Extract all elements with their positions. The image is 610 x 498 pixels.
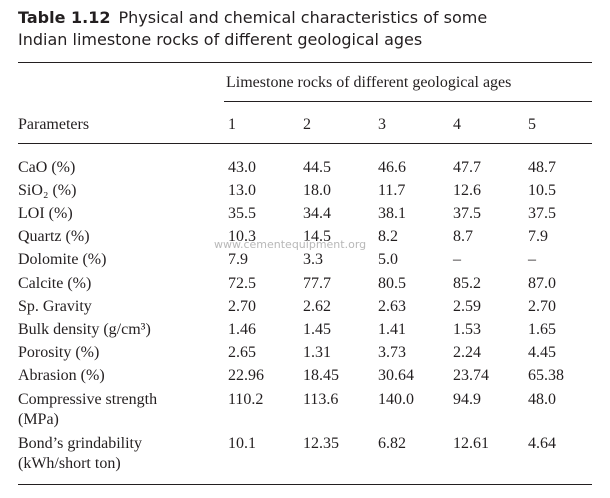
cell-value: 3.73 [378,344,406,361]
cell-value: 3.3 [303,251,323,268]
cell-value: 10.5 [528,182,556,199]
cell-value: 8.2 [378,228,398,245]
cell-value: 5.0 [378,251,398,268]
cell-value: 1.53 [453,321,481,338]
column-header: 2 [303,116,311,133]
cell-value: 12.6 [453,182,481,199]
parameter-name: Bond’s grindability (kWh/short ton) [18,435,142,472]
cell-value: 7.9 [528,228,548,245]
cell-value: 37.5 [453,205,481,222]
spanner-rule [224,101,592,102]
cell-value: 12.61 [453,435,489,452]
cell-value: 113.6 [303,391,339,408]
parameter-name: LOI (%) [18,205,73,222]
parameter-name: Quartz (%) [18,228,90,245]
cell-value: – [528,251,536,268]
column-header: 3 [378,116,386,133]
column-header: 5 [528,116,536,133]
cell-value: 14.5 [303,228,331,245]
cell-value: 18.0 [303,182,331,199]
cell-value: 12.35 [303,435,339,452]
cell-value: 110.2 [228,391,264,408]
cell-value: 65.38 [528,367,564,384]
parameter-name: Compressive strength (MPa) [18,391,158,428]
parameter-header: Parameters [18,116,90,133]
parameter-name: Sp. Gravity [18,298,92,315]
column-header: 4 [453,116,461,133]
cell-value: 11.7 [378,182,406,199]
parameter-name: Porosity (%) [18,344,100,361]
cell-value: 2.62 [303,298,331,315]
parameter-name: Dolomite (%) [18,251,107,268]
cell-value: 48.7 [528,159,556,176]
column-header: 1 [228,116,236,133]
cell-value: 85.2 [453,275,481,292]
cell-value: 18.45 [303,367,339,384]
cell-value: 8.7 [453,228,473,245]
cell-value: 23.74 [453,367,489,384]
spanner: Limestone rocks of different geological … [226,74,512,91]
cell-value: 7.9 [228,251,248,268]
cell-value: 1.41 [378,321,406,338]
top-rule [18,62,592,63]
cell-value: 43.0 [228,159,256,176]
cell-value: 1.45 [303,321,331,338]
parameter-name: CaO (%) [18,159,76,176]
bottom-rule [18,484,592,485]
cell-value: 94.9 [453,391,481,408]
parameter-name: Calcite (%) [18,275,92,292]
cell-value: 13.0 [228,182,256,199]
cell-value: 80.5 [378,275,406,292]
cell-value: 10.3 [228,228,256,245]
cell-value: 30.64 [378,367,414,384]
watermark: www.cementequipment.org [214,238,367,251]
cell-value: 47.7 [453,159,481,176]
cell-value: 48.0 [528,391,556,408]
cell-value: 10.1 [228,435,256,452]
cell-value: 2.70 [528,298,556,315]
cell-value: 1.31 [303,344,331,361]
cell-value: 87.0 [528,275,556,292]
cell-value: 2.59 [453,298,481,315]
cell-value: 4.64 [528,435,556,452]
cell-value: 38.1 [378,205,406,222]
parameter-name: Bulk density (g/cm³) [18,321,151,338]
cell-value: 1.65 [528,321,556,338]
cell-value: 46.6 [378,159,406,176]
cell-value: 140.0 [378,391,414,408]
cell-value: 34.4 [303,205,331,222]
cell-value: 4.45 [528,344,556,361]
parameter-name: Abrasion (%) [18,367,105,384]
cell-value: 22.96 [228,367,264,384]
caption-label: Table 1.12 [18,8,111,27]
cell-value: 35.5 [228,205,256,222]
caption-text: Physical and chemical characteristics of… [18,8,488,49]
cell-value: 72.5 [228,275,256,292]
cell-value: 2.70 [228,298,256,315]
cell-value: 44.5 [303,159,331,176]
cell-value: 2.63 [378,298,406,315]
header-rule [18,143,592,144]
cell-value: 6.82 [378,435,406,452]
cell-value: 2.24 [453,344,481,361]
parameter-name: SiO₂ (%) [18,182,77,199]
cell-value: – [453,251,461,268]
cell-value: 1.46 [228,321,256,338]
caption: Table 1.12 Physical and chemical characte… [18,7,538,51]
cell-value: 37.5 [528,205,556,222]
cell-value: 77.7 [303,275,331,292]
cell-value: 2.65 [228,344,256,361]
